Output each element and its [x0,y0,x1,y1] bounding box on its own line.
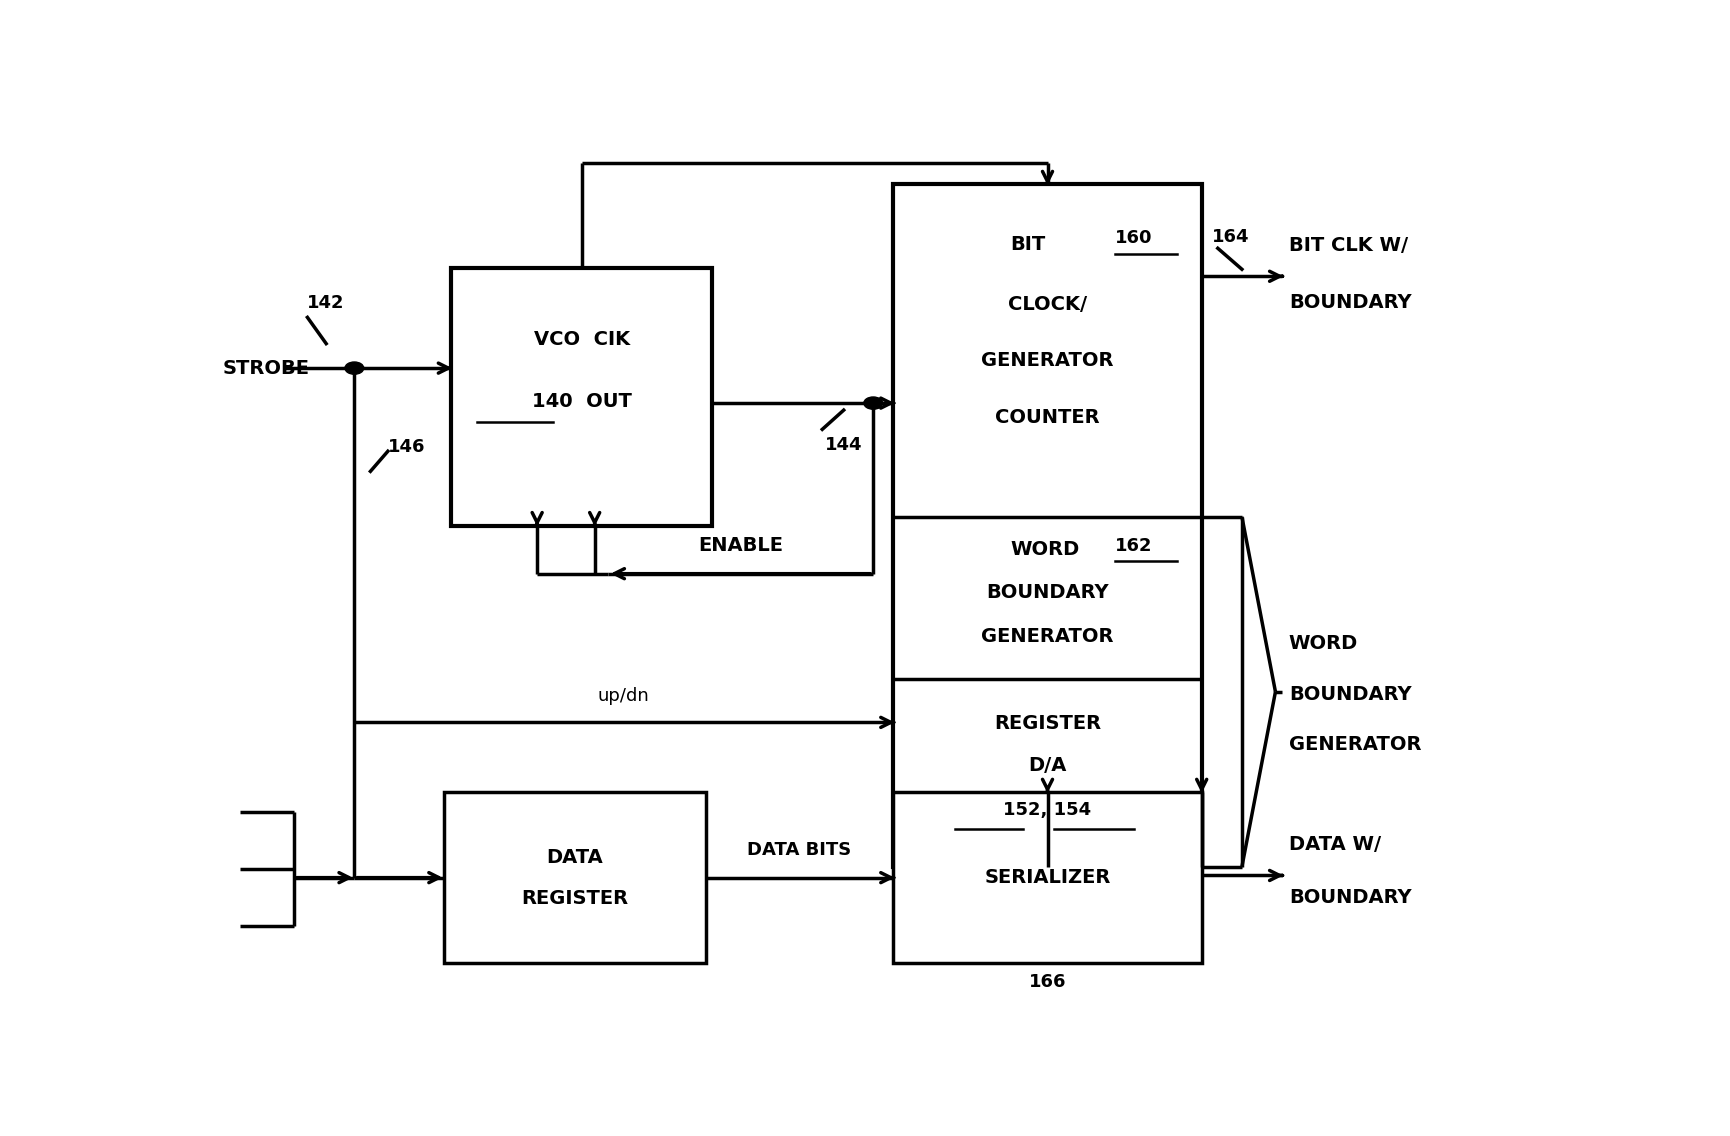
Bar [893,184,1202,867]
Text: VCO  CIK: VCO CIK [533,331,630,349]
Text: 144: 144 [825,436,863,454]
Text: BIT CLK W/: BIT CLK W/ [1289,236,1408,256]
Text: BOUNDARY: BOUNDARY [986,584,1109,602]
Text: D/A: D/A [1028,755,1067,775]
Text: GENERATOR: GENERATOR [1289,735,1422,754]
Circle shape [344,362,363,374]
Text: 160: 160 [1116,228,1152,247]
Text: BIT: BIT [1010,235,1045,253]
Text: WORD: WORD [1289,634,1358,653]
Text: DATA BITS: DATA BITS [747,841,851,859]
Text: 146: 146 [388,437,426,456]
Text: 140  OUT: 140 OUT [531,392,631,411]
Text: BOUNDARY: BOUNDARY [1289,293,1412,312]
Text: DATA W/: DATA W/ [1289,835,1381,854]
Text: 162: 162 [1116,537,1152,556]
Text: DATA: DATA [547,847,604,867]
Text: GENERATOR: GENERATOR [981,627,1114,646]
Bar [445,793,706,963]
Text: up/dn: up/dn [599,687,650,705]
Text: BOUNDARY: BOUNDARY [1289,685,1412,704]
Text: STROBE: STROBE [223,359,310,377]
Text: SERIALIZER: SERIALIZER [984,868,1111,887]
Bar [452,267,713,526]
Text: COUNTER: COUNTER [995,408,1100,427]
Text: GENERATOR: GENERATOR [981,351,1114,370]
Text: 152, 154: 152, 154 [1003,801,1092,819]
Text: ENABLE: ENABLE [697,536,784,556]
Text: REGISTER: REGISTER [995,715,1100,733]
Text: 164: 164 [1213,228,1251,245]
Bar [893,793,1202,963]
Text: 166: 166 [1029,974,1066,992]
Text: REGISTER: REGISTER [521,888,628,908]
Circle shape [863,396,882,409]
Text: 142: 142 [308,293,344,311]
Text: BOUNDARY: BOUNDARY [1289,888,1412,907]
Text: WORD: WORD [1010,540,1080,559]
Text: CLOCK/: CLOCK/ [1009,294,1086,314]
